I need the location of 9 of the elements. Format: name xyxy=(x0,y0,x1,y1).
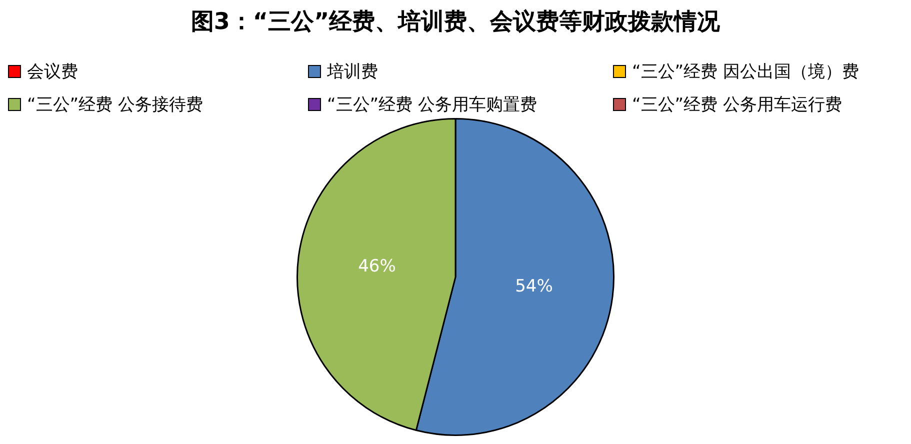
legend-label: 培训费 xyxy=(327,61,378,83)
legend-label: “三公”经费 公务用车运行费 xyxy=(632,94,842,116)
legend-label: “三公”经费 公务用车购置费 xyxy=(327,94,538,116)
legend-label: “三公”经费 因公出国（境）费 xyxy=(632,61,860,83)
data-label: 46% xyxy=(358,256,396,277)
data-label: 54% xyxy=(515,276,553,296)
legend-label: “三公”经费 公务接待费 xyxy=(27,94,204,116)
chart-title: 图3：“三公”经费、培训费、会议费等财政拨款情况 xyxy=(190,8,722,37)
legend-label: 会议费 xyxy=(27,61,78,83)
